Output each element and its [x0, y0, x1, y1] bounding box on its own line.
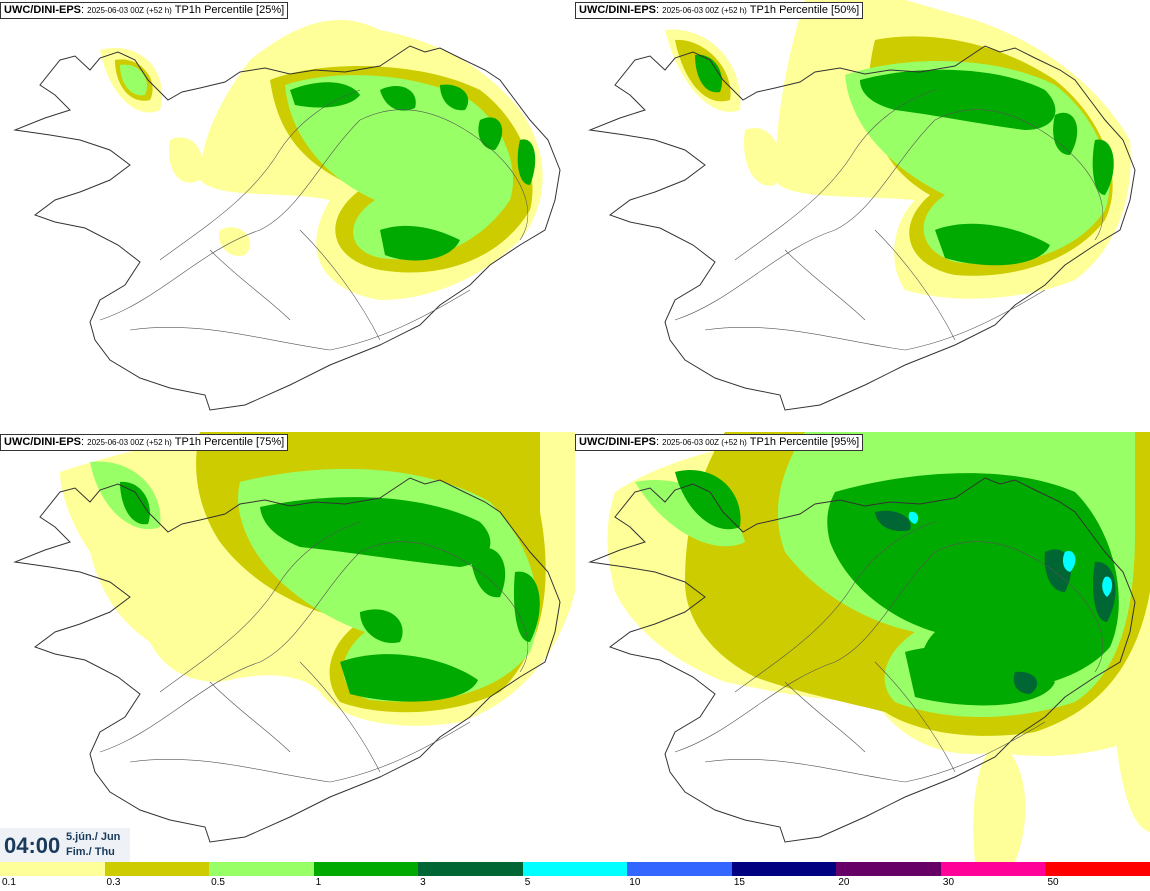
colorbar-label: 15 [733, 877, 745, 888]
map-50 [589, 0, 1136, 411]
field-name: TP1h Percentile [50%] [749, 4, 860, 16]
model-name: UWC/DINI-EPS [4, 436, 81, 448]
field-name: TP1h Percentile [95%] [749, 436, 860, 448]
colorbar-swatch [0, 862, 105, 876]
precip-extreme [290, 82, 536, 261]
colorbar-label: 3 [420, 877, 426, 888]
panel-title: UWC/DINI-EPS: 2025-06-03 00Z (+52 h) TP1… [0, 434, 289, 451]
colorbar-swatch [209, 862, 314, 876]
run-time: 2025-06-03 00Z (+52 h) [662, 6, 747, 15]
map-panel-75: UWC/DINI-EPS: 2025-06-03 00Z (+52 h) TP1… [0, 432, 575, 862]
field-name: TP1h Percentile [25%] [174, 4, 285, 16]
precip-extreme [120, 481, 540, 702]
panel-title: UWC/DINI-EPS: 2025-06-03 00Z (+52 h) TP1… [0, 2, 289, 19]
colorbar-swatch [522, 862, 628, 876]
valid-time: 04:00 [4, 833, 61, 858]
run-time: 2025-06-03 00Z (+52 h) [87, 438, 172, 447]
colorbar-label: 20 [838, 877, 850, 888]
colorbar-label: 10 [629, 877, 641, 888]
map-panel-50: UWC/DINI-EPS: 2025-06-03 00Z (+52 h) TP1… [575, 0, 1150, 430]
run-time: 2025-06-03 00Z (+52 h) [662, 438, 747, 447]
colorbar-swatch [104, 862, 210, 876]
colorbar-swatch [627, 862, 732, 876]
model-name: UWC/DINI-EPS [579, 436, 656, 448]
colorbar-label: 0.5 [211, 877, 225, 888]
map-25 [14, 20, 561, 411]
model-name: UWC/DINI-EPS [579, 4, 656, 16]
colorbar-labels: 0.1 0.3 0.5 1 3 5 10 15 20 30 50 [0, 876, 1150, 891]
map-panel-25: UWC/DINI-EPS: 2025-06-03 00Z (+52 h) TP1… [0, 0, 575, 430]
colorbar-label: 0.3 [106, 877, 121, 888]
colorbar-label: 5 [524, 877, 531, 888]
model-name: UWC/DINI-EPS [4, 4, 81, 16]
colorbar-swatch [418, 862, 523, 876]
colorbar-swatch [1045, 862, 1150, 876]
colorbar-swatch [940, 862, 1046, 876]
map-panel-95: UWC/DINI-EPS: 2025-06-03 00Z (+52 h) TP1… [575, 432, 1150, 862]
map-75 [14, 432, 575, 843]
valid-date: 5.jún./ Jun [66, 831, 121, 843]
colorbar [0, 862, 1150, 876]
field-name: TP1h Percentile [75%] [174, 436, 285, 448]
colorbar-swatch [313, 862, 419, 876]
panel-title: UWC/DINI-EPS: 2025-06-03 00Z (+52 h) TP1… [575, 434, 864, 451]
colorbar-label: 50 [1047, 877, 1059, 888]
valid-time-box: 04:00 5.jún./ Jun Fim./ Thu [0, 828, 130, 862]
precip-heavy [120, 64, 514, 260]
colorbar-label: 1 [315, 877, 322, 888]
panel-title: UWC/DINI-EPS: 2025-06-03 00Z (+52 h) TP1… [575, 2, 864, 19]
map-95 [589, 432, 1150, 862]
colorbar-label: 0.1 [2, 877, 16, 888]
precip-extreme [695, 54, 1114, 266]
colorbar-label: 30 [942, 877, 955, 888]
valid-day: Fim./ Thu [66, 846, 115, 858]
run-time: 2025-06-03 00Z (+52 h) [87, 6, 172, 15]
colorbar-swatch [836, 862, 941, 876]
colorbar-swatch [731, 862, 837, 876]
precip-peak [908, 511, 1113, 597]
